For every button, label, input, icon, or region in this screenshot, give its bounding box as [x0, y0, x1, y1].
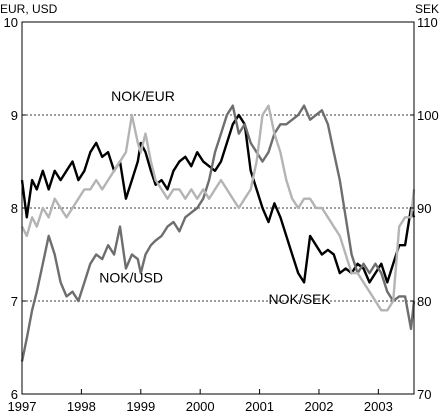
x-tick-label: 2003 [364, 399, 393, 414]
right-tick-label: 90 [417, 201, 431, 216]
left-tick-label: 10 [4, 15, 18, 30]
right-axis-label: SEK [415, 2, 439, 16]
grid-lines [22, 114, 414, 302]
series-annotation: NOK/EUR [111, 88, 175, 104]
series-line-nok-sek [20, 104, 416, 312]
x-tick-label: 1999 [126, 399, 155, 414]
left-axis-label: EUR, USD [0, 2, 58, 16]
right-axis-ticks: 70 80 90 100 110 [410, 15, 439, 402]
left-tick-label: 9 [11, 108, 18, 123]
x-axis-ticks: 1997 1998 1999 2000 2001 2002 2003 [8, 389, 393, 414]
series-lines [20, 104, 416, 362]
series-line-nok-eur [20, 113, 416, 284]
left-tick-label: 6 [11, 387, 18, 402]
x-tick-label: 2002 [305, 399, 334, 414]
x-tick-label: 1997 [8, 399, 37, 414]
left-axis-ticks: 6 7 8 9 10 [4, 15, 26, 402]
x-tick-label: 2001 [245, 399, 274, 414]
series-annotation: NOK/USD [99, 269, 163, 285]
series-line-nok-usd [20, 104, 416, 362]
right-tick-label: 70 [417, 387, 431, 402]
series-annotations: NOK/EUR NOK/USD NOK/SEK [99, 88, 331, 307]
right-tick-label: 100 [417, 108, 439, 123]
right-tick-label: 80 [417, 294, 431, 309]
series-annotation: NOK/SEK [268, 291, 331, 307]
left-tick-label: 8 [11, 201, 18, 216]
left-tick-label: 7 [11, 294, 18, 309]
right-tick-label: 110 [417, 15, 438, 30]
x-tick-label: 1998 [67, 399, 96, 414]
x-tick-label: 2000 [186, 399, 215, 414]
